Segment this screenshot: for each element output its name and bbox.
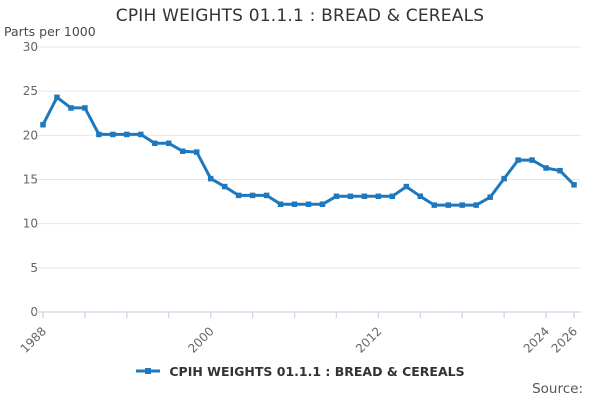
- source-label: Source:: [532, 381, 583, 397]
- data-point-marker: [207, 175, 214, 182]
- legend-label: CPIH WEIGHTS 01.1.1 : BREAD & CEREALS: [169, 363, 465, 379]
- y-axis-unit-label: Parts per 1000: [4, 24, 96, 39]
- data-point-marker: [179, 148, 186, 154]
- data-point-marker: [571, 182, 577, 188]
- data-point-marker: [96, 131, 102, 138]
- data-point-marker: [263, 192, 270, 199]
- x-axis-tick-label: 2012: [353, 324, 384, 355]
- data-point-marker: [110, 131, 116, 138]
- data-point-marker: [543, 165, 549, 171]
- data-point-marker: [347, 193, 354, 200]
- data-point-marker: [249, 192, 256, 199]
- data-point-marker: [40, 121, 46, 128]
- y-axis-tick-label: 0: [30, 305, 38, 319]
- data-point-marker: [557, 167, 563, 174]
- series-line: [41, 95, 576, 207]
- data-point-marker: [529, 157, 535, 163]
- x-axis-tick-label: 2000: [185, 324, 216, 355]
- data-point-marker: [166, 140, 172, 147]
- data-point-marker: [459, 202, 465, 208]
- data-point-marker: [333, 193, 340, 200]
- data-point-marker: [403, 183, 410, 190]
- data-point-marker: [501, 175, 507, 182]
- y-axis-tick-label: 25: [23, 84, 38, 98]
- data-point-marker: [54, 94, 60, 101]
- y-axis-tick-label: 20: [23, 128, 38, 142]
- legend: CPIH WEIGHTS 01.1.1 : BREAD & CEREALS: [0, 360, 600, 382]
- y-axis-tick-label: 5: [30, 261, 38, 275]
- y-axis-tick-label: 10: [23, 217, 38, 231]
- data-point-marker: [138, 131, 144, 138]
- x-axis-tick-label: 1988: [18, 324, 49, 355]
- data-point-marker: [319, 201, 326, 207]
- data-point-marker: [277, 201, 284, 207]
- data-point-marker: [235, 192, 242, 199]
- data-point-marker: [152, 140, 158, 147]
- chart-title: CPIH WEIGHTS 01.1.1 : BREAD & CEREALS: [115, 6, 485, 26]
- data-point-marker: [82, 105, 88, 111]
- data-point-marker: [124, 131, 130, 138]
- y-axis-tick-label: 15: [23, 173, 38, 187]
- data-point-marker: [445, 202, 451, 208]
- data-point-marker: [361, 193, 368, 200]
- data-point-marker: [417, 193, 424, 200]
- data-point-marker: [375, 193, 382, 200]
- data-point-marker: [487, 194, 493, 200]
- legend-item[interactable]: CPIH WEIGHTS 01.1.1 : BREAD & CEREALS: [135, 363, 465, 379]
- x-axis-tick-label: 2024: [521, 324, 552, 355]
- data-point-marker: [221, 183, 228, 190]
- data-point-marker: [291, 201, 298, 207]
- data-point-marker: [305, 201, 312, 207]
- legend-line-marker-icon: [136, 368, 161, 374]
- x-axis-tick-label: 2026: [549, 324, 580, 355]
- data-point-marker: [431, 202, 438, 208]
- data-point-marker: [515, 157, 521, 163]
- data-point-marker: [389, 193, 396, 200]
- data-point-marker: [193, 149, 200, 155]
- data-point-marker: [68, 105, 74, 111]
- data-point-marker: [473, 202, 479, 208]
- y-axis-tick-label: 30: [23, 40, 38, 54]
